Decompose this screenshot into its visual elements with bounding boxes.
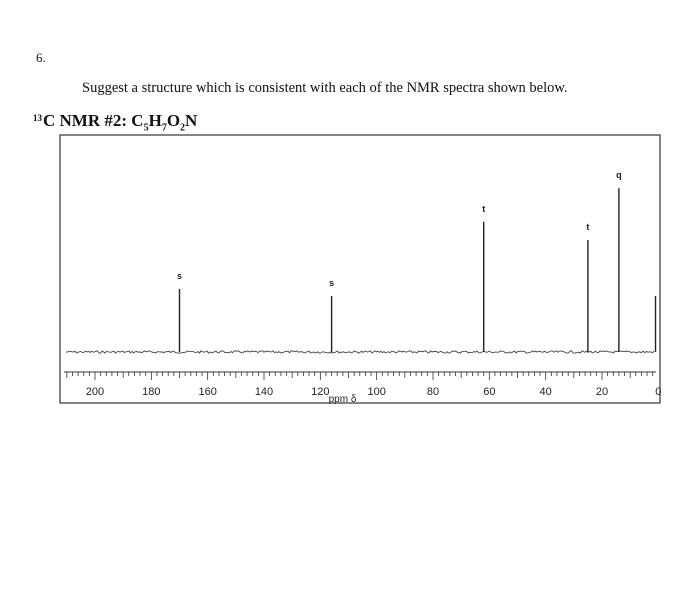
peak-multiplicity-label: s [329,278,334,288]
baseline-noise [65,350,655,354]
tick-label: 0 [655,386,661,398]
formula-c: C [131,111,144,130]
tick-label: 40 [540,386,552,398]
tick-label: 20 [596,386,608,398]
tick-label: 160 [198,386,216,398]
tick-label: 140 [255,386,273,398]
tick-label: 60 [483,386,495,398]
tick-label: 120 [311,386,329,398]
tick-labels: 200 180 160 140 120 100 80 60 40 20 0 [86,386,662,398]
plot-frame [59,134,661,404]
peak-multiplicity-label: s [177,271,182,281]
formula-c-count: 5 [143,122,149,134]
formula-h: H [148,111,162,130]
spectrum-title: 13C NMR #2: C5H7O2N [33,111,197,133]
formula-o-count: 2 [180,122,186,134]
formula-h-count: 7 [161,122,167,134]
peak-multiplicity-label: t [482,204,485,214]
formula-o: O [166,111,181,130]
baseline-trace [65,350,655,354]
tick-label: 200 [86,386,104,398]
peak-multiplicity-label: t [586,222,589,232]
question-number: 6. [36,50,46,65]
isotope-label: 13 [33,113,42,123]
peak-multiplicity-label: q [616,170,622,180]
formula-n: N [185,111,198,130]
axis-unit-label: ppm δ [329,394,357,405]
question-prompt: Suggest a structure which is consistent … [82,80,568,96]
ppm-axis [64,371,656,380]
tick-label: 80 [427,386,439,398]
tick-label: 100 [367,386,385,398]
nmr-label: C NMR #2: [43,111,128,130]
tick-label: 180 [142,386,160,398]
peaks: s s t t q [177,170,657,352]
